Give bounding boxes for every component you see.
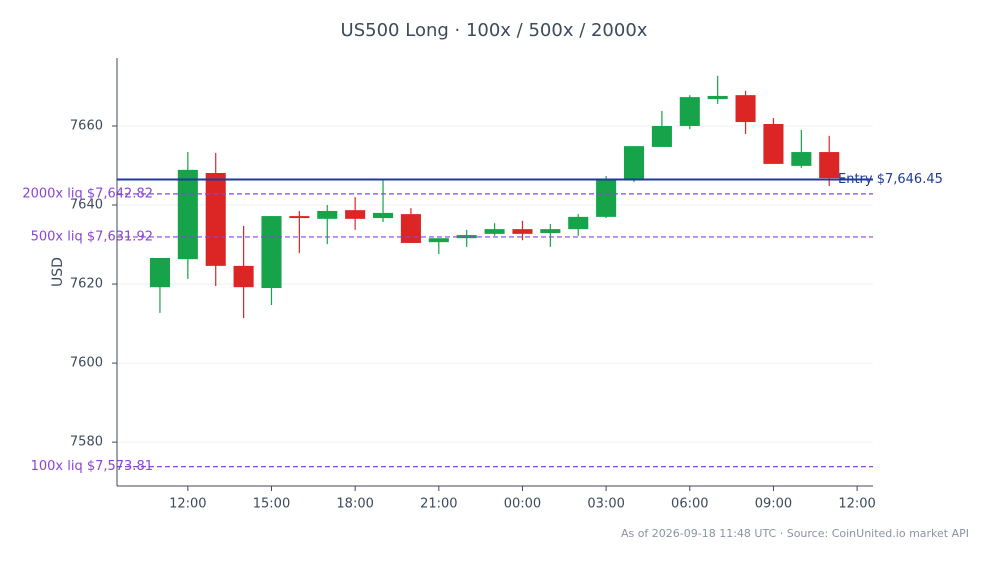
- candle-body: [735, 95, 756, 123]
- candle-body: [400, 214, 421, 243]
- candle-body: [679, 97, 700, 126]
- candle-body: [484, 229, 505, 234]
- candle-body: [707, 95, 728, 100]
- x-tick-label: 18:00: [336, 497, 373, 512]
- y-axis-label: USD: [50, 257, 66, 287]
- candle-body: [261, 216, 282, 289]
- candle-body: [623, 146, 645, 181]
- candle-body: [233, 265, 254, 288]
- x-tick-label: 21:00: [420, 497, 457, 512]
- candle-body: [540, 229, 561, 234]
- candle-body: [456, 235, 477, 239]
- candle-body: [819, 152, 840, 179]
- candle-body: [317, 210, 338, 219]
- reference-label: 2000x liq $7,642.82: [22, 186, 153, 201]
- candle-body: [177, 169, 198, 260]
- reference-label: 100x liq $7,573.81: [31, 459, 153, 474]
- candle-body: [149, 257, 170, 288]
- y-tick-label: 7600: [70, 356, 103, 371]
- x-tick-label: 00:00: [504, 497, 541, 512]
- footnote: As of 2026-09-18 11:48 UTC · Source: Coi…: [621, 527, 969, 540]
- candle-body: [512, 229, 533, 234]
- y-tick-label: 7660: [70, 118, 103, 133]
- x-tick-label: 03:00: [587, 497, 624, 512]
- y-tick-label: 7580: [70, 435, 103, 450]
- reference-label: 500x liq $7,631.92: [31, 229, 153, 244]
- candle-body: [568, 216, 589, 230]
- y-tick-label: 7620: [70, 277, 103, 292]
- candle-body: [372, 212, 394, 219]
- candle-body: [763, 123, 784, 164]
- candle-body: [428, 238, 449, 243]
- candle-body: [345, 210, 366, 219]
- reference-label: Entry $7,646.45: [838, 172, 943, 187]
- x-tick-label: 15:00: [253, 497, 290, 512]
- candle-body: [289, 216, 310, 219]
- candle-body: [651, 125, 672, 147]
- candle-body: [596, 178, 617, 217]
- candle-body: [791, 152, 812, 166]
- chart-title: US500 Long · 100x / 500x / 2000x: [341, 20, 648, 41]
- x-tick-label: 12:00: [838, 497, 875, 512]
- x-tick-label: 09:00: [755, 497, 792, 512]
- x-tick-label: 06:00: [671, 497, 708, 512]
- candle-body: [205, 173, 226, 266]
- y-tick-label: 7640: [70, 198, 103, 213]
- x-tick-label: 12:00: [169, 497, 206, 512]
